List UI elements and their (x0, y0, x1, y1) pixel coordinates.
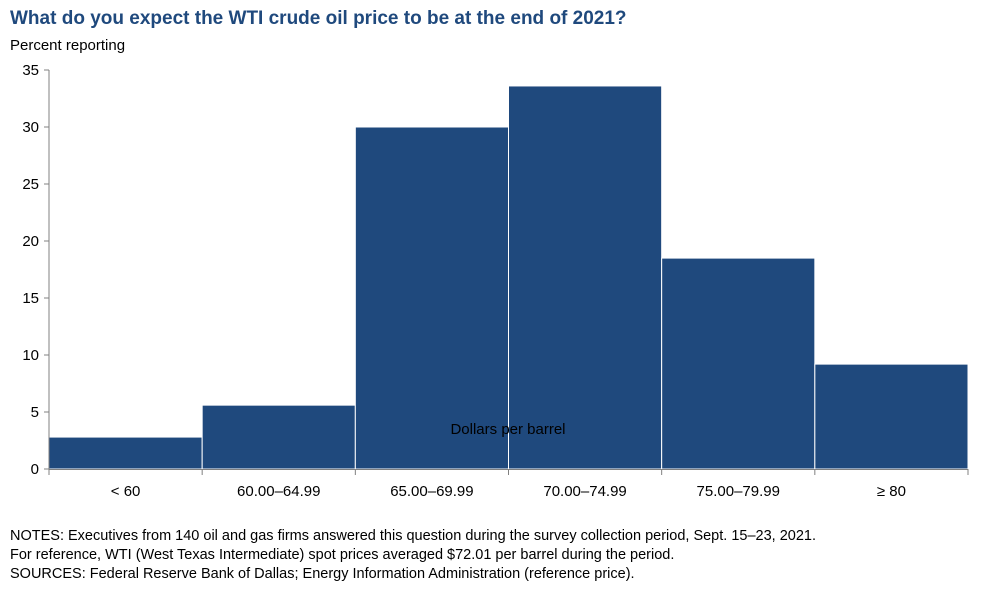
x-tick-label: ≥ 80 (877, 483, 906, 500)
x-tick-label: 75.00–79.99 (697, 483, 780, 500)
x-tick-label: 65.00–69.99 (390, 483, 473, 500)
bars-group (48, 85, 969, 470)
y-tick-label: 30 (22, 119, 39, 136)
notes-line: For reference, WTI (West Texas Intermedi… (10, 547, 675, 563)
y-tick-label: 10 (22, 347, 39, 364)
y-tick-label: 0 (31, 461, 39, 478)
sources-line: SOURCES: Federal Reserve Bank of Dallas;… (10, 566, 635, 582)
x-tick-label: < 60 (111, 483, 141, 500)
y-axis-label: Percent reporting (10, 37, 126, 54)
x-ticks-group: < 60 60.00–64.99 65.00–69.99 70.00–74.99 75.… (48, 469, 969, 500)
y-tick-label: 25 (22, 176, 39, 193)
notes-block: NOTES: Executives from 140 oil and gas f… (10, 527, 990, 584)
x-axis-label: Dollars per barrel (450, 421, 565, 438)
y-tick-label: 35 (22, 62, 39, 79)
bar-5 (814, 363, 969, 470)
bar-4 (661, 257, 816, 470)
y-tick-label: 20 (22, 233, 39, 250)
y-ticks-group: 0 5 10 15 20 25 30 35 (22, 62, 49, 478)
bar-2 (354, 126, 510, 470)
y-tick-label: 5 (31, 404, 39, 421)
chart-title: What do you expect the WTI crude oil pri… (10, 8, 627, 29)
bar-3 (508, 85, 663, 470)
y-tick-label: 15 (22, 290, 39, 307)
bar-1 (201, 404, 356, 470)
x-tick-label: 70.00–74.99 (543, 483, 626, 500)
x-tick-label: 60.00–64.99 (237, 483, 320, 500)
notes-line: NOTES: Executives from 140 oil and gas f… (10, 528, 816, 544)
bar-0 (48, 436, 203, 470)
